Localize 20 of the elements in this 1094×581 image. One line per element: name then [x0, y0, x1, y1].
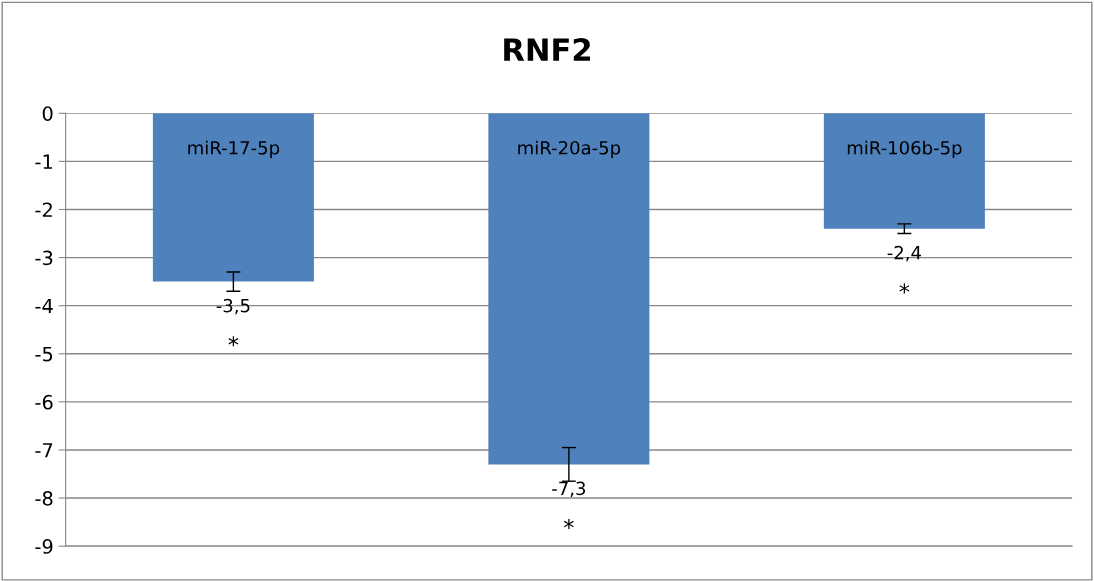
data-label: -3,5	[216, 298, 250, 315]
y-tick-label: -4	[35, 298, 53, 314]
annotation: *	[899, 283, 910, 294]
data-label: -2,4	[887, 245, 921, 262]
x-tick-label: miR-20a-5p	[518, 140, 621, 159]
y-tick-label: -2	[35, 202, 52, 217]
x-tick-label: miR-106b-5p	[847, 140, 962, 159]
y-tick-label: -9	[35, 539, 53, 554]
y-tick-label: 0	[42, 106, 53, 121]
annotation: *	[563, 518, 574, 530]
y-tick-label: -3	[35, 250, 53, 266]
y-tick-label: -1	[35, 154, 53, 169]
y-tick-label: -7	[35, 443, 53, 458]
data-label: -7,3	[552, 481, 586, 498]
x-tick-label: miR-17-5p	[188, 140, 280, 159]
chart-title: RNF2	[504, 38, 590, 61]
y-tick-label: -8	[35, 491, 53, 506]
annotation: *	[228, 336, 239, 347]
y-tick-label: -5	[35, 346, 53, 362]
y-tick-label: -6	[35, 394, 53, 410]
